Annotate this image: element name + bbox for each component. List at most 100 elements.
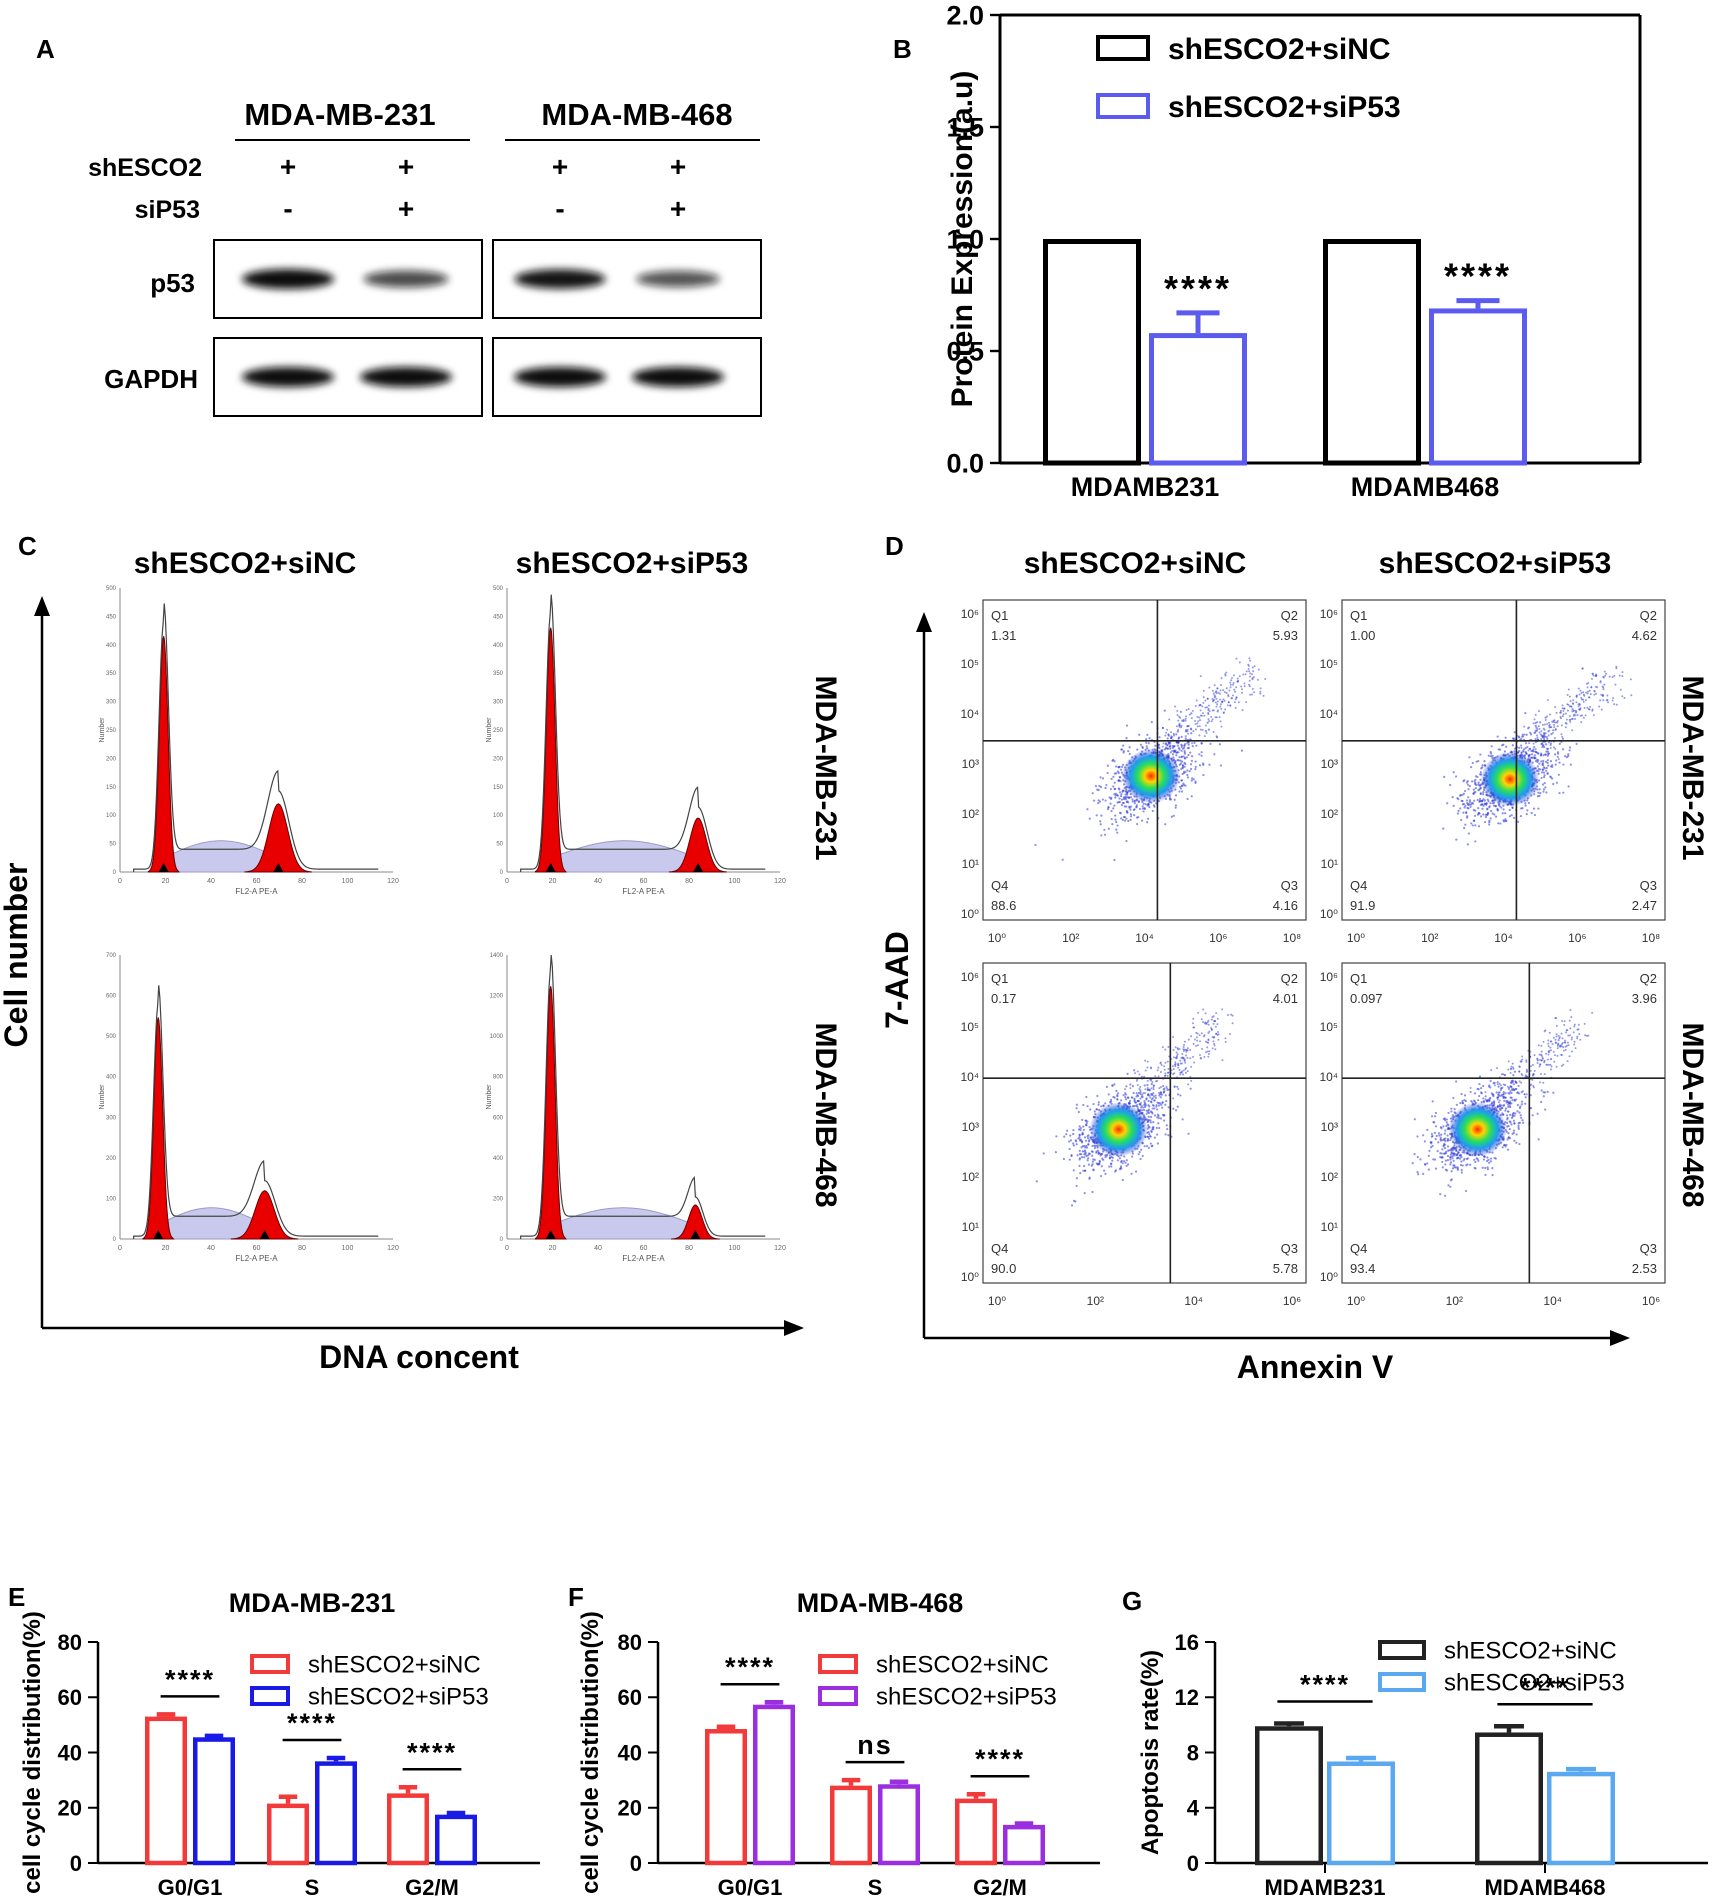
hist-y-tick: 600 bbox=[493, 1115, 504, 1121]
hist-x-tick: 120 bbox=[774, 1245, 786, 1252]
legend-label: shESCO2+siP53 bbox=[1168, 91, 1401, 124]
panel-g-letter: G bbox=[1122, 1586, 1142, 1616]
dense-population bbox=[1448, 1102, 1507, 1157]
chart-f: 0 20 40 60 80 cell cycle distribution(%) MDA-M… bbox=[577, 1588, 1100, 1896]
hist-x-tick: 60 bbox=[640, 1245, 648, 1252]
bar-control-2 bbox=[1475, 1732, 1543, 1866]
flow-y-tick: 10² bbox=[1321, 1170, 1338, 1184]
sign-si-1: - bbox=[283, 193, 292, 224]
bar-treatment-1 bbox=[753, 1704, 795, 1866]
histogram-outline bbox=[520, 954, 766, 1239]
flow-x-tick: 10² bbox=[1421, 931, 1438, 945]
bar-treatment-3 bbox=[1003, 1824, 1045, 1866]
histogram-1: 0 20 40 60 80 100 120 0 50 100 150 200 250 300 350 400 4… bbox=[99, 586, 399, 896]
hist-x-tick: 0 bbox=[118, 878, 122, 885]
flow-y-tick: 10¹ bbox=[962, 1220, 979, 1234]
dense-population bbox=[1089, 1102, 1148, 1157]
hist-col-title-sip53: shESCO2+siP53 bbox=[516, 547, 749, 580]
legend-swatch bbox=[1378, 1640, 1426, 1660]
histogram-outline bbox=[133, 603, 379, 872]
hist-x-tick: 100 bbox=[342, 878, 354, 885]
flow-plot-2: Q1 1.00 Q2 4.62 Q4 91.9 Q3 2.47 10⁰ 10¹ 10² 10³ 10⁴ 1… bbox=[1319, 599, 1666, 945]
flow-x-tick: 10⁴ bbox=[1135, 931, 1154, 945]
gapdh-band-4 bbox=[632, 367, 724, 387]
p53-band-2 bbox=[363, 270, 449, 288]
hist-y-tick: 400 bbox=[493, 1156, 504, 1162]
quadrant-name: Q4 bbox=[991, 878, 1008, 893]
panel-b-letter: B bbox=[893, 34, 912, 64]
legend-swatch bbox=[1378, 1672, 1426, 1692]
flow-y-tick: 10² bbox=[962, 1170, 979, 1184]
g1-peak bbox=[142, 1017, 175, 1240]
quadrant-name: Q4 bbox=[1350, 1241, 1367, 1256]
g1-peak bbox=[534, 627, 567, 873]
y-tick-label: 40 bbox=[618, 1740, 642, 1765]
x-tick-label: G2/M bbox=[973, 1875, 1027, 1896]
row-label-shesco2: shESCO2 bbox=[88, 154, 202, 182]
panel-e-letter: E bbox=[8, 1582, 25, 1612]
hist-x-tick: 120 bbox=[387, 878, 399, 885]
flow-y-tick: 10¹ bbox=[1321, 857, 1338, 871]
flow-y-tick: 10¹ bbox=[962, 857, 979, 871]
flow-x-tick: 10⁶ bbox=[1568, 931, 1586, 945]
quadrant-name: Q3 bbox=[1281, 878, 1298, 893]
quadrant-name: Q3 bbox=[1640, 1241, 1657, 1256]
x-tick-label: G0/G1 bbox=[158, 1875, 223, 1896]
legend-swatch bbox=[250, 1686, 290, 1706]
hist-y-tick: 500 bbox=[106, 586, 117, 592]
p53-band-3 bbox=[514, 269, 606, 289]
flow-y-tick: 10⁵ bbox=[961, 657, 979, 671]
y-axis-label: cell cycle distribution(%) bbox=[19, 1611, 46, 1894]
quadrant-value-q1: 1.31 bbox=[991, 628, 1016, 643]
legend-swatch bbox=[1096, 35, 1150, 61]
quadrant-value-q4: 90.0 bbox=[991, 1261, 1016, 1276]
flow-y-tick: 10⁴ bbox=[960, 707, 979, 721]
legend-label: shESCO2+siP53 bbox=[1444, 1670, 1625, 1697]
hist-y-tick: 0 bbox=[113, 870, 117, 876]
panel-f-letter: F bbox=[568, 1582, 584, 1612]
gapdh-band-3 bbox=[514, 367, 606, 387]
hist-y-tick: 600 bbox=[106, 994, 117, 1000]
hist-x-tick: 60 bbox=[640, 878, 648, 885]
quadrant-name: Q2 bbox=[1281, 971, 1298, 986]
hist-y-tick: 300 bbox=[493, 700, 504, 706]
hist-y-tick: 150 bbox=[106, 785, 117, 791]
p53-band-4 bbox=[636, 270, 720, 288]
hist-x-tick: 100 bbox=[729, 1245, 741, 1252]
significance-label: **** bbox=[1520, 1672, 1570, 1702]
hist-x-tick: 0 bbox=[118, 1245, 122, 1252]
bar-treatment-2 bbox=[1429, 308, 1527, 466]
significance-label: **** bbox=[1300, 1669, 1350, 1699]
chart-title: MDA-MB-468 bbox=[797, 1588, 964, 1618]
hist-x-tick: 60 bbox=[253, 1245, 261, 1252]
bar-control-1 bbox=[705, 1729, 747, 1866]
hist-y-tick: 0 bbox=[500, 870, 504, 876]
hist-y-tick: 150 bbox=[493, 785, 504, 791]
hist-x-tick: 20 bbox=[549, 878, 557, 885]
flow-plot-1: Q1 1.31 Q2 5.93 Q4 88.6 Q3 4.16 10⁰ 10¹ 10² 10³ 10⁴ 1… bbox=[960, 599, 1307, 945]
significance-label: **** bbox=[1444, 256, 1512, 297]
flow-y-tick: 10³ bbox=[962, 1120, 979, 1134]
hist-y-label: Number bbox=[486, 1084, 493, 1110]
hist-x-tick: 0 bbox=[505, 1245, 509, 1252]
bar-treatment-1 bbox=[1327, 1761, 1395, 1866]
y-tick-label: 0 bbox=[70, 1851, 82, 1876]
hist-x-tick: 100 bbox=[729, 878, 741, 885]
histogram-3: 0 20 40 60 80 100 120 0 100 200 300 400 500 600 700 FL2… bbox=[99, 953, 399, 1263]
hist-x-tick: 40 bbox=[207, 1245, 215, 1252]
hist-y-tick: 700 bbox=[106, 953, 117, 959]
x-tick-label: G0/G1 bbox=[718, 1875, 783, 1896]
hist-x-tick: 60 bbox=[253, 878, 261, 885]
sign-sh-4: + bbox=[670, 151, 686, 182]
flow-x-tick: 10⁶ bbox=[1209, 931, 1227, 945]
hist-y-tick: 1200 bbox=[490, 994, 504, 1000]
significance-label: **** bbox=[975, 1744, 1025, 1774]
hist-x-tick: 40 bbox=[594, 1245, 602, 1252]
flow-y-tick: 10⁶ bbox=[1320, 607, 1338, 621]
x-tick-label: G2/M bbox=[405, 1875, 459, 1896]
bar-control-3 bbox=[387, 1793, 429, 1866]
quadrant-name: Q4 bbox=[1350, 878, 1367, 893]
quadrant-value-q2: 4.62 bbox=[1632, 628, 1657, 643]
hist-x-tick: 80 bbox=[685, 878, 693, 885]
y-tick-label: 20 bbox=[58, 1796, 82, 1821]
